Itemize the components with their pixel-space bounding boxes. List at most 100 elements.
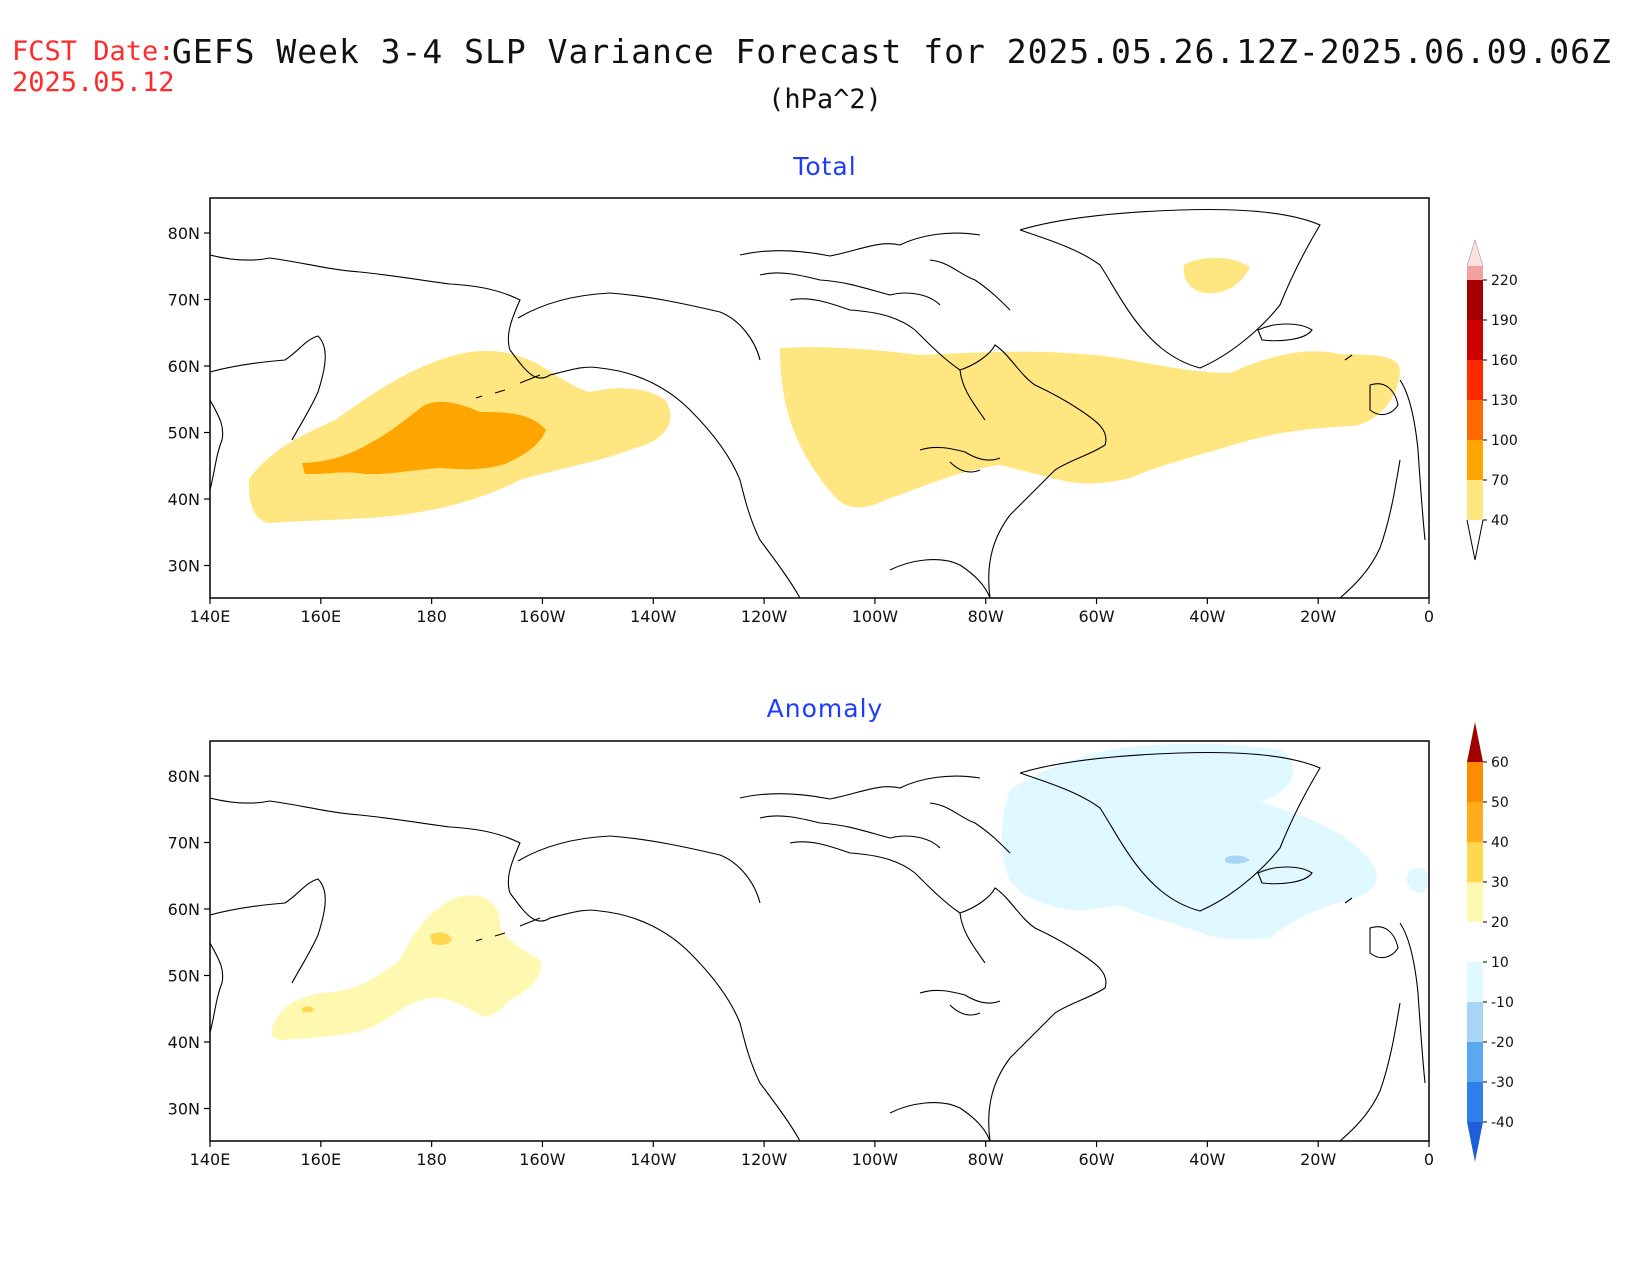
lat-tick-label: 60N bbox=[168, 357, 200, 376]
colorbar-label: 40 bbox=[1491, 513, 1509, 529]
total-map-frame bbox=[209, 197, 1430, 599]
anomaly-colorbar: -40 -30 -20 -10 10 20 30 40 50 60 bbox=[1467, 722, 1514, 1162]
anomaly-shade-greenland-neg10 bbox=[1001, 743, 1377, 940]
colorbar-segment bbox=[1467, 480, 1483, 520]
colorbar-label: 40 bbox=[1491, 835, 1509, 851]
colorbar-segment bbox=[1467, 882, 1483, 922]
lon-tick-label: 160E bbox=[300, 1150, 341, 1169]
anomaly-shading bbox=[271, 743, 1429, 1040]
forecast-date-value: 2025.05.12 bbox=[12, 67, 175, 98]
lon-tick-label: 140E bbox=[190, 607, 231, 626]
lon-tick-label: 60W bbox=[1078, 1150, 1114, 1169]
lat-tick-label: 40N bbox=[168, 1033, 200, 1052]
colorbar-cap-outline bbox=[1466, 238, 1484, 267]
colorbar-segment bbox=[1467, 802, 1483, 842]
colorbar-label: 50 bbox=[1491, 795, 1509, 811]
total-map-panel: 80N 70N 60N 50N 40N 30N 140E 160E 180 160W 140W 12… bbox=[168, 197, 1518, 626]
lon-tick-label: 180 bbox=[416, 1150, 447, 1169]
lon-tick-label: 100W bbox=[852, 607, 899, 626]
colorbar-label: 190 bbox=[1491, 313, 1518, 329]
colorbar-label: 60 bbox=[1491, 755, 1509, 771]
colorbar-segment bbox=[1467, 962, 1483, 1002]
colorbar-label: 100 bbox=[1491, 433, 1518, 449]
anomaly-panel-title: Anomaly bbox=[766, 694, 884, 723]
colorbar-segment bbox=[1467, 1042, 1483, 1082]
lat-tick-label: 70N bbox=[168, 291, 200, 310]
lon-tick-label: 140E bbox=[190, 1150, 231, 1169]
lat-tick-label: 70N bbox=[168, 834, 200, 853]
forecast-date-label: FCST Date: bbox=[12, 36, 175, 67]
colorbar-cap-top bbox=[1467, 722, 1483, 762]
forecast-date: FCST Date: 2025.05.12 bbox=[12, 36, 175, 98]
anomaly-shade-pacific-10 bbox=[271, 895, 541, 1040]
lat-tick-label: 50N bbox=[168, 967, 200, 986]
colorbar-label: 70 bbox=[1491, 473, 1509, 489]
colorbar-label: -10 bbox=[1491, 995, 1514, 1011]
total-lat-axis: 80N 70N 60N 50N 40N 30N bbox=[168, 224, 210, 576]
lon-tick-label: 100W bbox=[852, 1150, 899, 1169]
colorbar-segment bbox=[1467, 320, 1483, 360]
colorbar-label: 220 bbox=[1491, 273, 1518, 289]
lat-tick-label: 40N bbox=[168, 490, 200, 509]
lon-tick-label: 120W bbox=[741, 607, 788, 626]
anomaly-map-panel: 80N 70N 60N 50N 40N 30N 140E 160E 180 160W 140W 12… bbox=[168, 722, 1514, 1169]
colorbar-segment bbox=[1467, 280, 1483, 320]
colorbar-segment bbox=[1467, 922, 1483, 962]
lon-tick-label: 180 bbox=[416, 607, 447, 626]
colorbar-label: 10 bbox=[1491, 955, 1509, 971]
lat-tick-label: 30N bbox=[168, 557, 200, 576]
colorbar-label: 160 bbox=[1491, 353, 1518, 369]
lon-tick-label: 0 bbox=[1424, 1150, 1434, 1169]
lat-tick-label: 50N bbox=[168, 424, 200, 443]
lon-tick-label: 20W bbox=[1300, 607, 1336, 626]
anomaly-shade-greenland-neg20 bbox=[1225, 855, 1250, 864]
total-lon-axis: 140E 160E 180 160W 140W 120W 100W 80W 60W 40W 20W 0 bbox=[190, 598, 1434, 626]
colorbar-label: 30 bbox=[1491, 875, 1509, 891]
lon-tick-label: 0 bbox=[1424, 607, 1434, 626]
lon-tick-label: 120W bbox=[741, 1150, 788, 1169]
lon-tick-label: 60W bbox=[1078, 607, 1114, 626]
total-shade-pacific-70 bbox=[302, 401, 546, 475]
anomaly-shade-pacific-20b bbox=[302, 1006, 314, 1013]
colorbar-segment bbox=[1467, 360, 1483, 400]
colorbar-segment bbox=[1467, 1002, 1483, 1042]
total-colorbar: 40 70 100 130 160 190 220 bbox=[1466, 238, 1518, 561]
anomaly-shade-europe-neg10 bbox=[1406, 867, 1429, 893]
colorbar-segment bbox=[1467, 266, 1483, 280]
lon-tick-label: 40W bbox=[1189, 1150, 1225, 1169]
units-label: (hPa^2) bbox=[768, 84, 882, 115]
lon-tick-label: 160W bbox=[519, 1150, 566, 1169]
anomaly-coastlines bbox=[210, 751, 1426, 1141]
colorbar-cap-top bbox=[1467, 240, 1483, 266]
lon-tick-label: 20W bbox=[1300, 1150, 1336, 1169]
total-shading bbox=[248, 257, 1400, 523]
colorbar-label: -20 bbox=[1491, 1035, 1514, 1051]
colorbar-label: 130 bbox=[1491, 393, 1518, 409]
colorbar-label: 20 bbox=[1491, 915, 1509, 931]
lon-tick-label: 140W bbox=[630, 1150, 677, 1169]
lat-tick-label: 80N bbox=[168, 767, 200, 786]
anomaly-lat-axis: 80N 70N 60N 50N 40N 30N bbox=[168, 767, 210, 1119]
anomaly-map-frame bbox=[209, 740, 1430, 1142]
lon-tick-label: 160E bbox=[300, 607, 341, 626]
colorbar-label: -30 bbox=[1491, 1075, 1514, 1091]
anomaly-lon-axis: 140E 160E 180 160W 140W 120W 100W 80W 60W 40W 20W 0 bbox=[190, 1141, 1434, 1169]
lon-tick-label: 160W bbox=[519, 607, 566, 626]
total-shade-greenland-40 bbox=[1183, 257, 1250, 294]
total-coastlines bbox=[210, 208, 1426, 598]
lon-tick-label: 40W bbox=[1189, 607, 1225, 626]
colorbar-segment bbox=[1467, 400, 1483, 440]
colorbar-segment bbox=[1467, 440, 1483, 480]
colorbar-cap-bottom bbox=[1467, 1122, 1483, 1162]
lat-tick-label: 60N bbox=[168, 900, 200, 919]
lon-tick-label: 80W bbox=[968, 607, 1004, 626]
lat-tick-label: 80N bbox=[168, 224, 200, 243]
total-panel-title: Total bbox=[793, 152, 857, 181]
anomaly-shade-pacific-20a bbox=[430, 932, 452, 945]
page-title: GEFS Week 3-4 SLP Variance Forecast for … bbox=[172, 32, 1612, 71]
total-shade-atlantic-40 bbox=[780, 347, 1400, 508]
colorbar-segment bbox=[1467, 762, 1483, 802]
lat-tick-label: 30N bbox=[168, 1100, 200, 1119]
lon-tick-label: 80W bbox=[968, 1150, 1004, 1169]
